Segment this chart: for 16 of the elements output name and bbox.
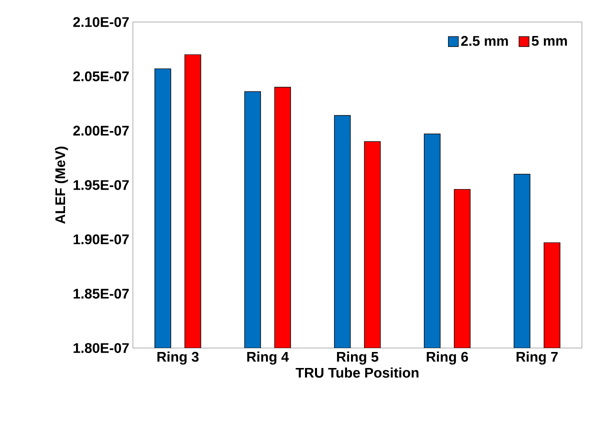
y-tick-label: 1.95E-07 xyxy=(74,180,129,190)
x-axis-title: TRU Tube Position xyxy=(296,367,418,378)
y-axis-title: ALEF (MeV) xyxy=(54,146,68,224)
x-tick-label: Ring 4 xyxy=(247,352,289,365)
y-tick-label: 2.00E-07 xyxy=(73,126,129,136)
x-tick-label: Ring 5 xyxy=(337,352,378,365)
y-tick-label: 1.90E-07 xyxy=(74,234,129,244)
y-tick-label: 1.80E-07 xyxy=(74,343,129,353)
x-tick-label: Ring 6 xyxy=(426,352,468,365)
legend-label: 5 mm xyxy=(532,36,567,46)
y-tick-label: 2.05E-07 xyxy=(73,71,129,82)
legend-label: 2.5 mm xyxy=(461,36,508,46)
x-tick-label: Ring 3 xyxy=(157,352,199,365)
y-tick-label: 1.85E-07 xyxy=(74,288,129,299)
x-tick-label: Ring 7 xyxy=(516,352,558,365)
y-tick-label: 2.10E-07 xyxy=(73,17,129,27)
